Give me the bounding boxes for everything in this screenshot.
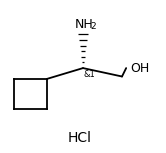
- Text: OH: OH: [130, 62, 149, 75]
- Text: &1: &1: [83, 70, 95, 79]
- Text: NH: NH: [75, 18, 93, 31]
- Text: 2: 2: [91, 22, 96, 31]
- Text: HCl: HCl: [68, 131, 92, 145]
